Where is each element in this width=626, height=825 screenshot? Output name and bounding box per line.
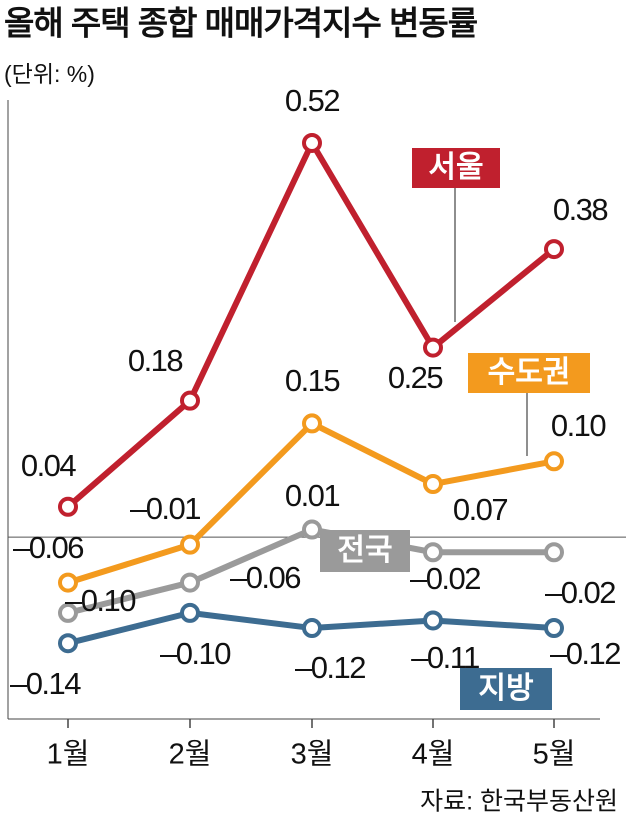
value-label: 0.18 — [128, 343, 183, 378]
value-label: –0.01 — [130, 491, 200, 526]
x-tick-label: 4월 — [412, 738, 455, 771]
value-label: 0.52 — [285, 83, 340, 118]
value-label: –0.10 — [65, 583, 136, 618]
legend-label: 전국 — [337, 534, 392, 567]
point — [544, 618, 564, 639]
legend-label: 지방 — [478, 672, 534, 705]
point — [180, 390, 200, 411]
value-label: 0.07 — [453, 492, 508, 527]
legend-box — [412, 148, 500, 188]
legend-box — [320, 530, 410, 572]
value-label: –0.06 — [230, 560, 300, 595]
value-label: –0.02 — [410, 561, 480, 596]
series-line — [67, 526, 554, 616]
point — [180, 572, 200, 593]
legend-box — [460, 668, 552, 710]
legend-box — [468, 353, 590, 393]
point — [302, 618, 322, 639]
chart-subtitle: (단위: %) — [4, 61, 95, 87]
value-label: –0.10 — [160, 636, 231, 671]
value-label: –0.02 — [545, 575, 615, 610]
value-label: 0.04 — [21, 448, 77, 483]
point — [423, 542, 443, 563]
value-label: 0.10 — [551, 408, 607, 443]
point — [302, 413, 322, 434]
value-label: 0.25 — [388, 360, 443, 395]
chart-title: 올해 주택 종합 매매가격지수 변동률 — [4, 5, 478, 42]
point — [58, 633, 78, 654]
legend-label: 수도권 — [488, 356, 571, 389]
value-label: 0.15 — [285, 363, 340, 398]
value-label: 0.38 — [553, 192, 608, 227]
point — [58, 602, 78, 623]
value-label: 0.01 — [285, 478, 340, 513]
value-label: –0.12 — [295, 650, 365, 685]
point — [302, 519, 322, 540]
point — [58, 572, 78, 593]
x-tick-label: 1월 — [47, 738, 90, 771]
point — [58, 496, 78, 517]
source: 자료: 한국부동산원 — [420, 788, 618, 816]
legend-label: 서울 — [428, 151, 483, 184]
point — [180, 602, 200, 623]
point — [544, 542, 564, 563]
point — [180, 534, 200, 555]
x-tick-label: 3월 — [291, 738, 334, 771]
value-label: –0.06 — [13, 530, 83, 565]
x-tick-label: 5월 — [533, 738, 576, 771]
point — [544, 451, 564, 472]
point — [544, 239, 564, 260]
value-label: –0.12 — [550, 636, 620, 671]
point — [302, 132, 322, 153]
point — [423, 610, 443, 631]
series-line — [66, 139, 556, 510]
point — [423, 474, 443, 495]
value-label: –0.14 — [10, 666, 81, 701]
x-tick-label: 2월 — [169, 738, 212, 771]
point — [423, 337, 443, 358]
